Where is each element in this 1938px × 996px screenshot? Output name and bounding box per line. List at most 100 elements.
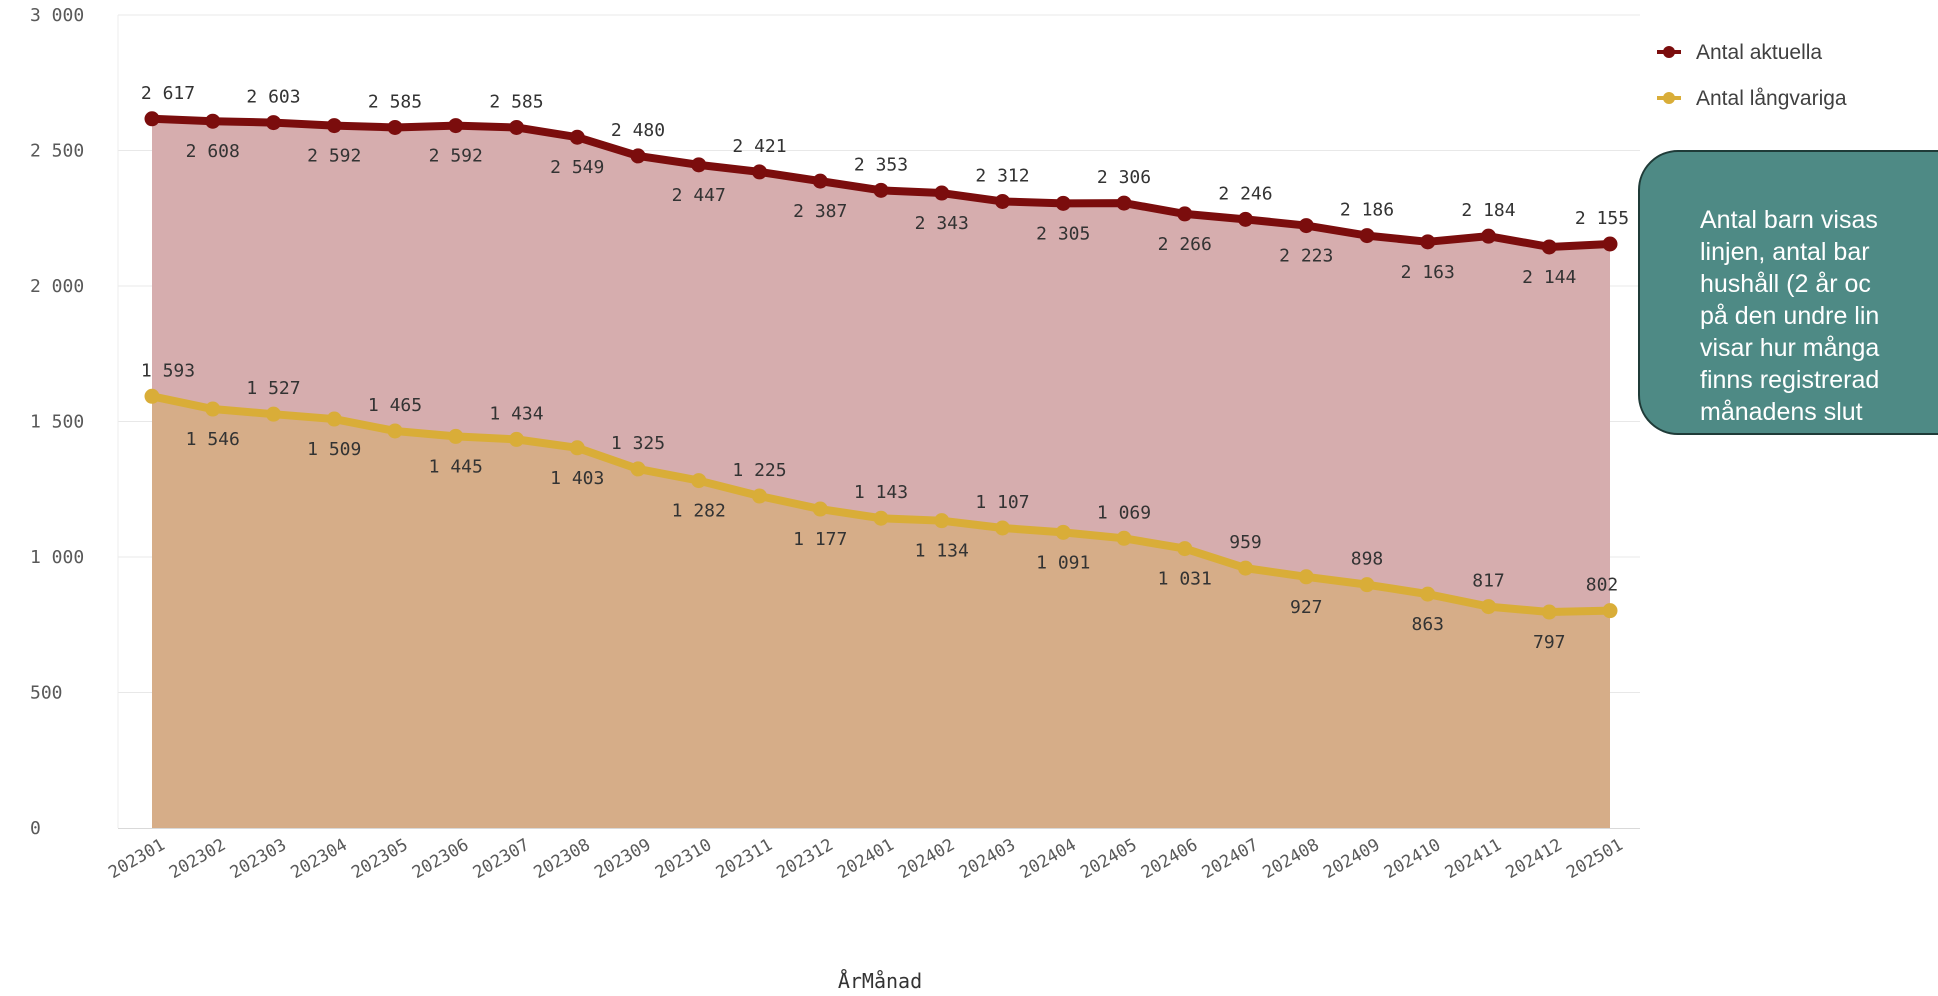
series-points — [144, 111, 1618, 620]
data-point — [691, 473, 707, 489]
data-point — [205, 113, 221, 129]
data-point — [1481, 228, 1496, 244]
data-point — [1359, 577, 1375, 593]
data-label: 2 186 — [1340, 200, 1394, 221]
data-label: 1 434 — [489, 403, 543, 424]
y-tick-label: 1 000 — [30, 547, 84, 568]
data-label: 863 — [1411, 614, 1444, 635]
data-point — [1359, 228, 1375, 244]
data-label: 1 069 — [1097, 502, 1151, 523]
data-point — [1177, 541, 1193, 557]
data-label: 2 447 — [672, 185, 726, 206]
x-tick-label: 202410 — [1381, 835, 1444, 883]
x-axis-tick-labels: 2023012023022023032023042023052023062023… — [105, 835, 1626, 883]
data-point — [144, 111, 160, 127]
data-label: 797 — [1533, 632, 1566, 653]
data-point — [752, 488, 767, 504]
data-point — [1602, 603, 1618, 619]
data-point — [448, 428, 464, 444]
y-tick-label: 500 — [30, 683, 63, 704]
data-label: 817 — [1472, 571, 1505, 592]
data-label: 1 509 — [307, 439, 361, 460]
data-point — [1541, 604, 1557, 620]
data-label: 1 527 — [246, 378, 300, 399]
data-point — [1298, 569, 1314, 585]
data-label: 2 155 — [1575, 208, 1629, 229]
data-point — [569, 129, 585, 145]
data-label: 2 246 — [1218, 183, 1272, 204]
data-point — [266, 406, 281, 422]
annotation-callout: Antal barn visas linjen, antal bar hushå… — [1638, 150, 1938, 435]
area-fills — [152, 118, 1610, 829]
data-point — [326, 411, 342, 427]
data-point — [1481, 599, 1496, 615]
data-point — [630, 148, 646, 164]
data-label: 2 223 — [1279, 246, 1333, 267]
data-point — [1602, 236, 1618, 252]
callout-line: finns registrerad — [1700, 366, 1880, 394]
x-tick-label: 202407 — [1199, 835, 1262, 883]
data-label: 2 617 — [141, 83, 195, 104]
data-label: 959 — [1229, 532, 1262, 553]
callout-line: Antal barn visas — [1700, 206, 1878, 234]
x-tick-label: 202403 — [956, 835, 1019, 883]
data-point — [873, 182, 889, 198]
y-axis-tick-labels: 0 500 1 000 1 500 2 000 2 500 3 000 — [30, 5, 84, 839]
x-tick-label: 202312 — [774, 835, 837, 883]
data-label: 2 343 — [915, 213, 969, 234]
data-label: 2 480 — [611, 120, 665, 141]
callout-line: hushåll (2 år oc — [1700, 270, 1871, 298]
data-point — [1116, 195, 1132, 211]
data-label: 2 312 — [975, 165, 1029, 186]
x-tick-label: 202310 — [652, 835, 715, 883]
x-tick-label: 202401 — [834, 835, 897, 883]
data-label: 1 325 — [611, 433, 665, 454]
data-point — [691, 157, 707, 173]
data-label: 1 143 — [854, 482, 908, 503]
data-label: 1 177 — [793, 529, 847, 550]
data-label: 802 — [1586, 575, 1619, 596]
data-point — [144, 388, 160, 404]
y-tick-label: 2 500 — [30, 141, 84, 162]
data-label: 2 353 — [854, 154, 908, 175]
data-point — [1116, 530, 1132, 546]
x-axis-title: ÅrMånad — [838, 969, 922, 993]
x-tick-label: 202303 — [227, 835, 290, 883]
data-label: 2 305 — [1036, 223, 1090, 244]
x-tick-label: 202308 — [531, 835, 594, 883]
y-tick-label: 0 — [30, 818, 41, 839]
data-label: 2 421 — [732, 136, 786, 157]
x-tick-label: 202306 — [409, 835, 472, 883]
data-labels: 2 617 2 608 2 603 2 592 2 585 2 592 2 585 2 549… — [141, 83, 1629, 653]
data-point — [1238, 211, 1253, 227]
data-label: 2 549 — [550, 157, 604, 178]
legend-swatch-marker — [1663, 46, 1675, 58]
data-point — [1541, 239, 1557, 255]
data-point — [205, 401, 221, 417]
callout-line: månadens slut — [1700, 398, 1863, 426]
data-point — [812, 501, 828, 517]
data-point — [266, 115, 281, 131]
legend-label: Antal långvariga — [1696, 87, 1847, 110]
data-point — [752, 164, 767, 180]
x-tick-label: 202402 — [895, 835, 958, 883]
data-point — [1177, 206, 1193, 222]
data-label: 1 403 — [550, 468, 604, 489]
data-point — [1055, 524, 1071, 540]
y-tick-label: 1 500 — [30, 412, 84, 433]
data-point — [812, 173, 828, 189]
data-label: 1 225 — [732, 460, 786, 481]
data-point — [1298, 218, 1314, 234]
x-tick-label: 202301 — [105, 835, 168, 883]
x-tick-label: 202302 — [166, 835, 229, 883]
data-label: 2 306 — [1097, 167, 1151, 188]
data-label: 1 031 — [1158, 569, 1212, 590]
data-point — [1055, 195, 1071, 211]
data-point — [509, 431, 524, 447]
y-tick-label: 3 000 — [30, 5, 84, 26]
data-label: 1 593 — [141, 360, 195, 381]
data-label: 1 282 — [672, 501, 726, 522]
callout-line: linjen, antal bar — [1700, 238, 1870, 266]
x-tick-label: 202309 — [591, 835, 654, 883]
data-label: 1 107 — [975, 492, 1029, 513]
